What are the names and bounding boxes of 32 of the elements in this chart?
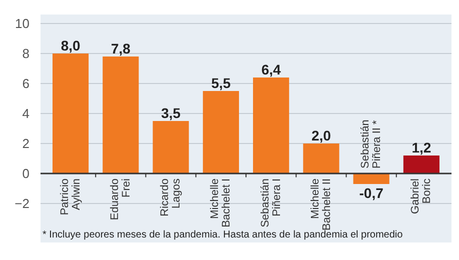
x-tick-label: Sebastián Piñera I — [259, 178, 283, 228]
x-tick-label: Eduardo Frei — [108, 178, 132, 220]
y-tick-label: −2 — [14, 196, 30, 211]
data-label: -0,7 — [359, 185, 384, 201]
data-label: 5,5 — [211, 75, 231, 91]
x-tick-label: Michelle Bachelet II — [309, 178, 333, 230]
data-label: 1,2 — [412, 140, 432, 156]
y-tick-label: 8 — [22, 46, 30, 61]
bar — [253, 78, 290, 174]
x-tick-label: Sebastián Piñera II * — [360, 119, 384, 168]
annotation: * Incluye peores meses de la pandemia. Hasta antes de la pandemia el promedio — [42, 230, 404, 240]
data-label: 6,4 — [261, 62, 282, 78]
data-label: 7,8 — [110, 40, 131, 56]
y-tick-label: 4 — [22, 106, 30, 121]
bar — [102, 56, 139, 174]
data-label: 8,0 — [60, 38, 81, 54]
bar — [353, 174, 390, 184]
bar — [403, 156, 440, 174]
x-tick-label: Gabriel Boric — [410, 178, 434, 214]
data-label: 2,0 — [311, 128, 332, 144]
bar — [152, 121, 189, 174]
bar — [52, 54, 89, 174]
y-tick-label: 6 — [22, 76, 30, 91]
y-tick-label: 2 — [22, 136, 30, 151]
x-tick-label: Patricio Aylwin — [58, 178, 82, 216]
y-tick-label: 0 — [22, 166, 30, 181]
data-label: 3,5 — [161, 105, 181, 121]
bar — [202, 91, 239, 174]
bar — [303, 144, 340, 174]
x-tick-label: Michelle Bachelet I — [209, 178, 233, 228]
x-tick-label: Ricardo Lagos — [159, 178, 183, 216]
y-tick-label: 10 — [15, 16, 30, 31]
